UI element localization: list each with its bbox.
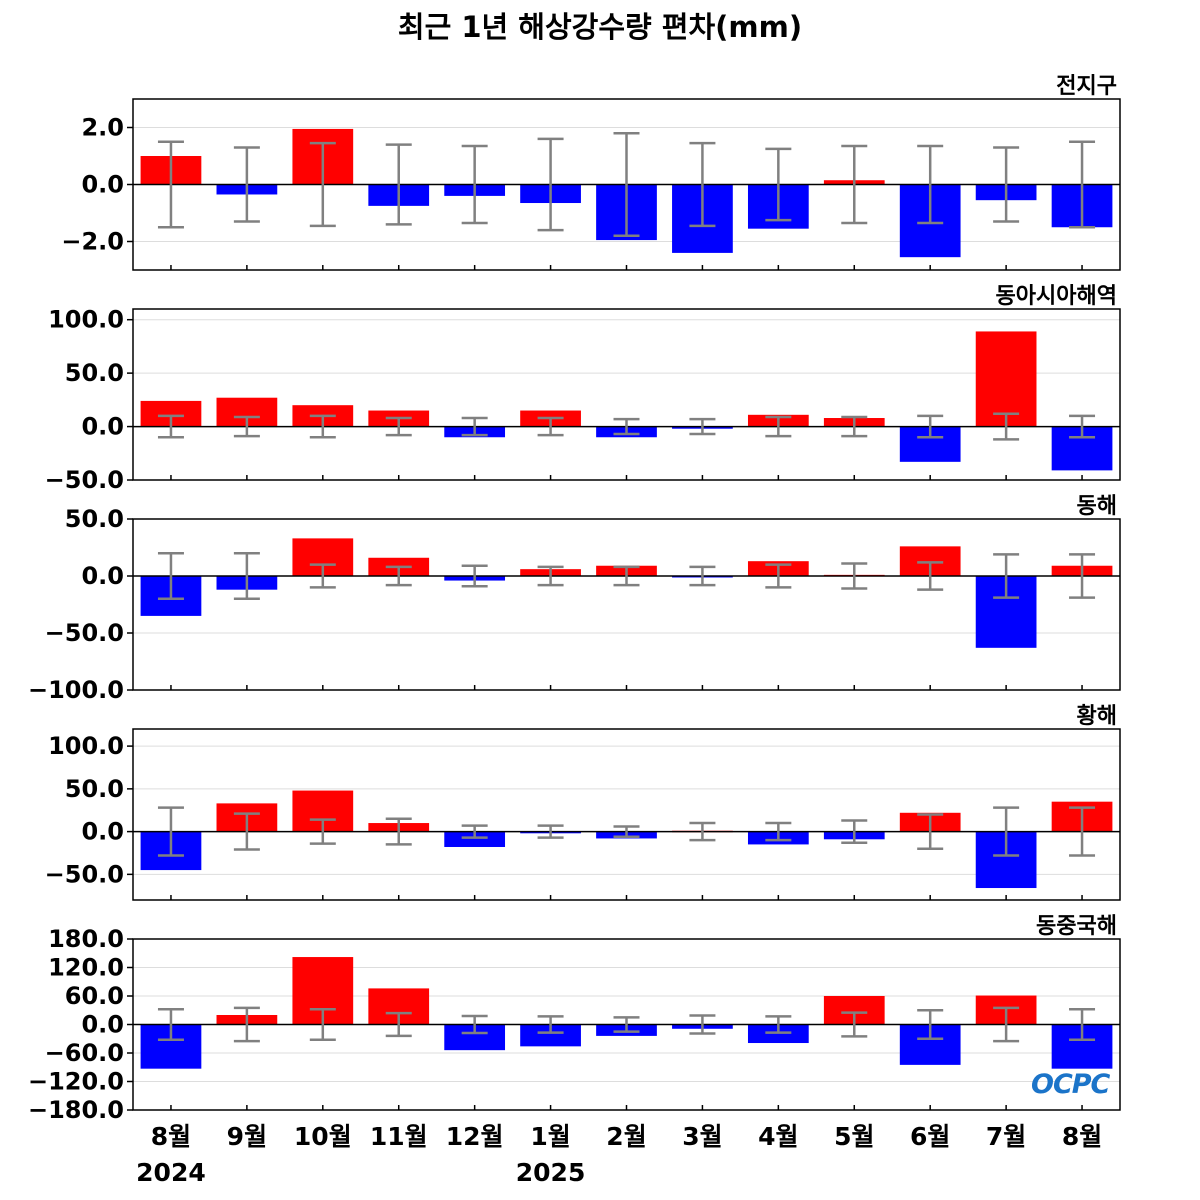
- x-tick-label: 1월: [530, 1122, 570, 1151]
- bar: [975, 331, 1037, 427]
- y-tick-label: −60.0: [45, 1039, 124, 1067]
- y-tick-label: −50.0: [45, 619, 124, 647]
- x-tick-label: 4월: [758, 1122, 798, 1151]
- y-tick-label: 0.0: [81, 562, 124, 590]
- y-tick-label: 0.0: [81, 171, 124, 199]
- y-tick-label: 50.0: [65, 505, 124, 533]
- x-tick-label: 5월: [834, 1122, 874, 1151]
- y-tick-label: −100.0: [28, 676, 124, 704]
- bar: [444, 831, 506, 847]
- y-tick-label: 0.0: [81, 413, 124, 441]
- y-tick-label: 100.0: [48, 306, 124, 334]
- y-tick-label: −50.0: [45, 466, 124, 494]
- y-tick-label: −50.0: [45, 860, 124, 888]
- x-tick-label: 7월: [986, 1122, 1026, 1151]
- y-tick-label: 60.0: [65, 982, 124, 1010]
- panel-title: 동아시아해역: [996, 284, 1117, 309]
- y-tick-label: 180.0: [48, 925, 124, 953]
- y-tick-label: 0.0: [81, 1011, 124, 1039]
- chart-title: 최근 1년 해상강수량 편차(mm): [397, 10, 803, 44]
- x-tick-label: 8월: [1062, 1122, 1102, 1151]
- panel-title: 황해: [1077, 704, 1117, 729]
- y-tick-label: −2.0: [61, 228, 124, 256]
- panel-frame: [132, 308, 1121, 481]
- panel-frame: [132, 518, 1121, 691]
- year-label: 2025: [516, 1158, 586, 1187]
- x-tick-label: 11월: [370, 1122, 428, 1151]
- y-tick-label: 2.0: [81, 114, 124, 142]
- y-tick-label: 120.0: [48, 954, 124, 982]
- y-tick-label: 100.0: [48, 732, 124, 760]
- x-tick-label: 8월: [151, 1122, 191, 1151]
- year-label: 2024: [136, 1158, 206, 1187]
- y-tick-label: −120.0: [28, 1068, 124, 1096]
- ocpc-logo: OCPC: [1031, 1069, 1110, 1100]
- panel-title: 동해: [1077, 494, 1117, 519]
- x-tick-label: 10월: [294, 1122, 352, 1151]
- panel-title: 동중국해: [1036, 914, 1117, 939]
- panel-title: 전지구: [1056, 74, 1117, 99]
- x-tick-label: 9월: [227, 1122, 267, 1151]
- x-tick-label: 2월: [606, 1122, 646, 1151]
- x-tick-label: 6월: [910, 1122, 950, 1151]
- y-tick-label: −180.0: [28, 1096, 124, 1124]
- bar: [520, 1024, 581, 1047]
- y-tick-label: 50.0: [65, 775, 124, 803]
- y-tick-label: 0.0: [81, 818, 124, 846]
- y-tick-label: 50.0: [65, 359, 124, 387]
- x-tick-label: 12월: [446, 1122, 504, 1151]
- x-tick-label: 3월: [682, 1122, 722, 1151]
